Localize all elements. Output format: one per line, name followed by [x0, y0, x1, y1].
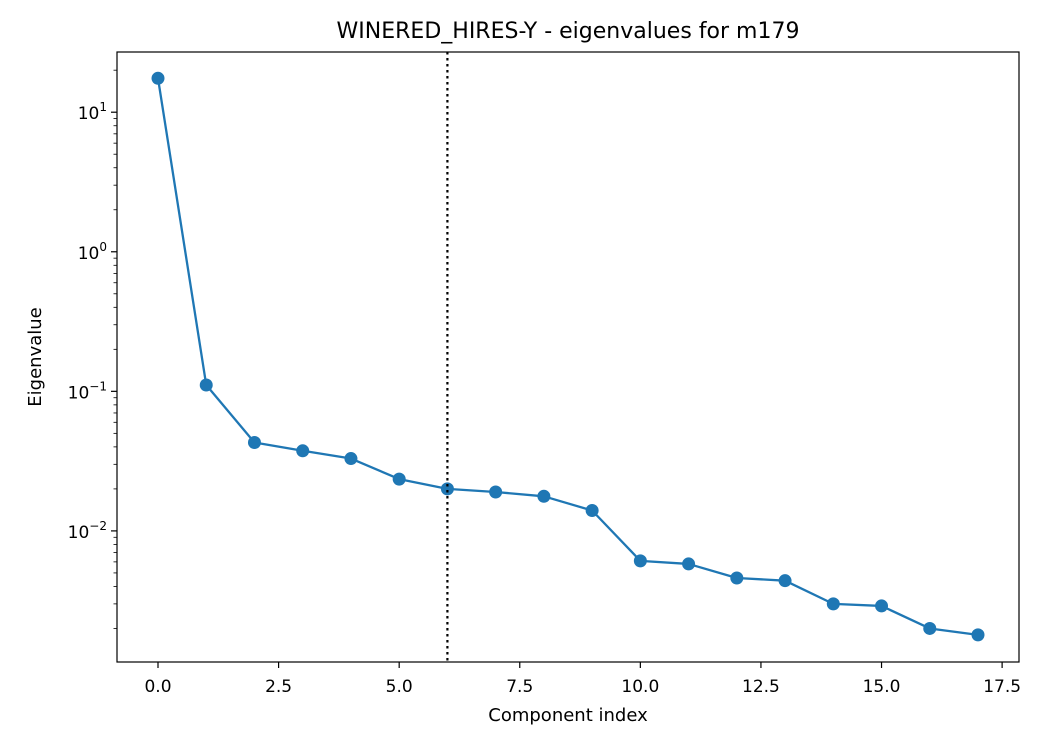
x-axis: 0.0 2.5 5.0 7.5 10.0 12.5 15.0 17.5	[144, 662, 1021, 697]
y-axis-label: Eigenvalue	[25, 307, 46, 406]
chart-title: WINERED_HIRES-Y - eigenvalues for m179	[337, 19, 800, 44]
data-point	[778, 574, 792, 588]
x-tick-label: 10.0	[621, 677, 659, 697]
y-tick-label: 10−2	[68, 519, 107, 543]
data-point	[247, 435, 261, 449]
data-point	[392, 472, 406, 486]
data-point	[344, 452, 358, 466]
data-point	[730, 571, 744, 585]
x-tick-label: 0.0	[144, 677, 171, 697]
data-point	[682, 557, 696, 571]
data-point	[199, 378, 213, 392]
y-axis: 10−2 10−1 100 101	[68, 69, 117, 629]
y-tick-label: 10−1	[68, 379, 107, 403]
x-tick-label: 5.0	[386, 677, 413, 697]
x-tick-label: 7.5	[506, 677, 533, 697]
x-tick-label: 15.0	[863, 677, 901, 697]
data-point	[440, 482, 454, 496]
x-tick-label: 17.5	[983, 677, 1021, 697]
data-point	[585, 504, 599, 518]
plot-area	[151, 52, 985, 662]
x-tick-label: 2.5	[265, 677, 292, 697]
data-point	[151, 71, 165, 85]
series-line	[156, 78, 979, 636]
axes-frame	[116, 51, 1020, 663]
y-tick-label: 100	[78, 240, 107, 264]
data-point	[537, 489, 551, 503]
x-tick-label: 12.5	[742, 677, 780, 697]
data-point	[971, 628, 985, 642]
data-point	[875, 599, 889, 613]
data-point	[633, 554, 647, 568]
data-point	[923, 621, 937, 635]
data-point	[489, 485, 503, 499]
x-axis-label: Component index	[488, 705, 648, 726]
data-point	[296, 444, 310, 458]
data-point	[826, 597, 840, 611]
y-tick-label: 101	[78, 100, 107, 124]
